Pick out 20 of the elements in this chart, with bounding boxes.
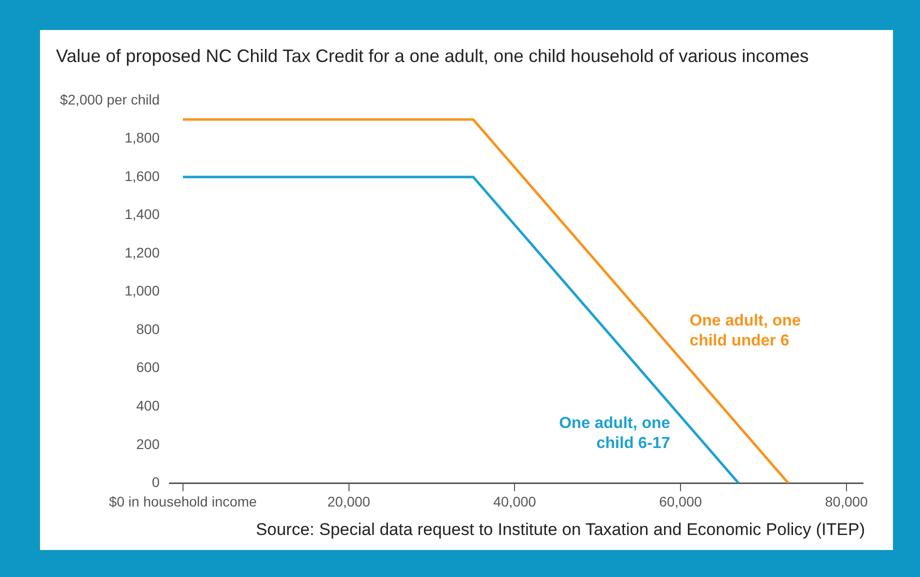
y-tick-label: 400: [136, 398, 160, 414]
x-tick-label: 20,000: [327, 493, 370, 510]
x-tick-label: 80,000: [825, 493, 868, 510]
y-tick-label: $2,000 per child: [60, 91, 160, 108]
y-tick-label: 1,800: [124, 130, 160, 146]
y-tick-label: 200: [136, 436, 160, 452]
y-tick-label: 1,000: [124, 282, 160, 299]
y-tick-label: 0: [152, 474, 160, 490]
series-label: One adult, one child under 6: [690, 312, 801, 350]
y-tick-label: 1,400: [124, 206, 160, 222]
chart-title: Value of proposed NC Child Tax Credit for a one adult, one child household of various incomes: [56, 46, 809, 67]
source-note: Source: Special data request to Institute on Taxation and Economic Policy (ITEP): [256, 520, 865, 540]
x-tick-label: 40,000: [493, 493, 536, 510]
series-label: One adult, one child 6-17: [559, 415, 670, 452]
y-tick-label: 1,600: [124, 168, 160, 184]
y-tick-label: 1,200: [124, 244, 160, 260]
y-tick-label: 600: [136, 359, 160, 376]
x-tick-label: $0 in household income: [108, 493, 258, 510]
x-tick-label: 60,000: [659, 493, 702, 510]
y-tick-label: 800: [136, 320, 160, 337]
